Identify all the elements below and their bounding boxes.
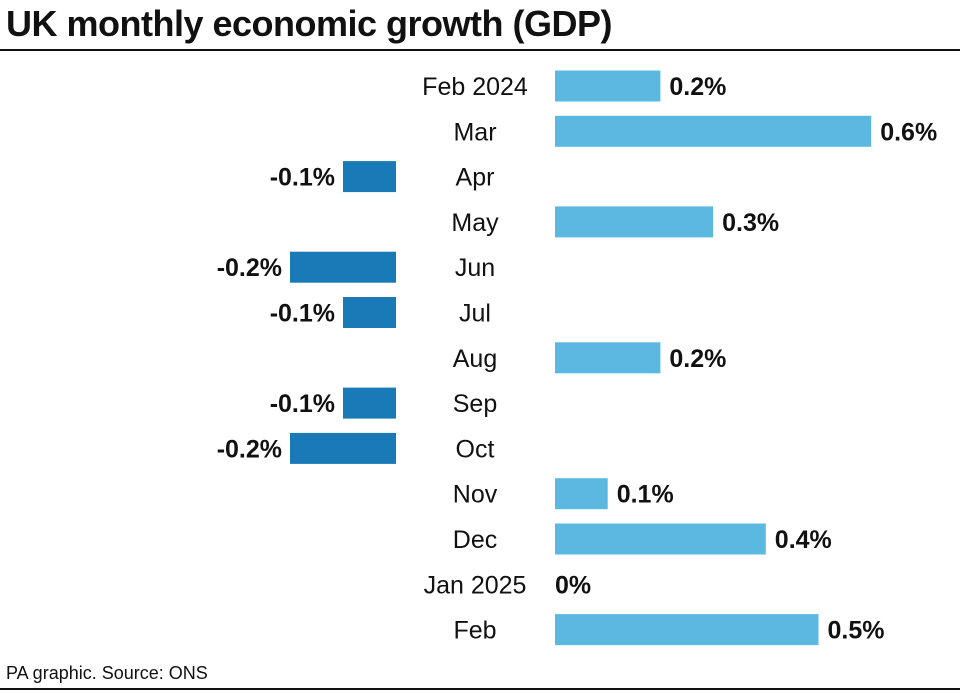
value-label-aug: 0.2%: [669, 345, 726, 373]
bar-mar: [555, 115, 872, 147]
bar-oct: [290, 432, 396, 464]
chart-title: UK monthly economic growth (GDP): [6, 3, 613, 44]
category-label-feb: Feb: [453, 617, 496, 645]
footer-divider: [0, 688, 960, 690]
bar-nov: [555, 478, 608, 510]
value-label-may: 0.3%: [722, 209, 779, 237]
category-label-feb-2024: Feb 2024: [422, 73, 528, 101]
category-label-aug: Aug: [453, 345, 497, 373]
bar-feb-2024: [555, 70, 661, 102]
category-label-nov: Nov: [453, 481, 498, 509]
category-label-dec: Dec: [453, 526, 497, 554]
value-label-nov: 0.1%: [617, 481, 674, 509]
category-label-sep: Sep: [453, 390, 497, 418]
value-label-sep: -0.1%: [270, 390, 335, 418]
bar-dec: [555, 523, 766, 555]
bar-sep: [343, 387, 396, 419]
category-label-mar: Mar: [453, 118, 496, 146]
bar-apr: [343, 161, 396, 193]
value-label-dec: 0.4%: [775, 526, 832, 554]
value-label-jun: -0.2%: [217, 254, 282, 282]
source-note: PA graphic. Source: ONS: [6, 663, 208, 683]
title-divider: [0, 49, 960, 51]
value-label-feb: 0.5%: [828, 617, 885, 645]
category-label-jun: Jun: [455, 254, 495, 282]
category-label-jul: Jul: [459, 300, 491, 328]
value-label-feb-2024: 0.2%: [669, 73, 726, 101]
value-label-mar: 0.6%: [880, 118, 937, 146]
category-label-jan-2025: Jan 2025: [424, 571, 527, 599]
value-label-apr: -0.1%: [270, 164, 335, 192]
value-label-jan-2025: 0%: [555, 571, 591, 599]
category-label-may: May: [451, 209, 499, 237]
category-label-oct: Oct: [456, 435, 495, 463]
bar-feb: [555, 614, 819, 646]
bar-may: [555, 206, 714, 238]
category-label-apr: Apr: [456, 164, 495, 192]
bar-jul: [343, 297, 396, 328]
bar-aug: [555, 342, 661, 374]
value-label-jul: -0.1%: [270, 300, 335, 328]
value-label-oct: -0.2%: [217, 435, 282, 463]
bar-jun: [290, 251, 396, 283]
